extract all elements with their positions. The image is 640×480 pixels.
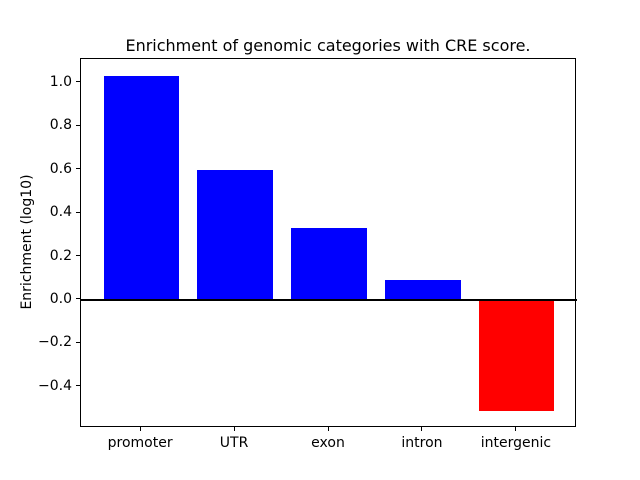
y-tick-label: −0.4 — [38, 377, 72, 394]
x-tick-mark — [139, 427, 141, 431]
y-tick-mark — [76, 124, 80, 126]
y-axis-label: Enrichment (log10) — [19, 174, 35, 310]
zero-line — [81, 298, 577, 301]
x-tick-mark — [421, 427, 423, 431]
y-tick-label: 0.4 — [49, 204, 72, 221]
x-tick-mark — [515, 427, 517, 431]
x-tick-label-intergenic: intergenic — [480, 435, 552, 451]
y-tick-mark — [76, 385, 80, 387]
bar-intron — [385, 280, 461, 300]
x-tick-label-UTR: UTR — [219, 435, 249, 451]
y-tick-mark — [76, 341, 80, 343]
x-tick-label-intron: intron — [401, 435, 443, 451]
x-tick-label-promoter: promoter — [107, 435, 173, 451]
x-tick-label-exon: exon — [311, 435, 345, 451]
y-tick-mark — [76, 81, 80, 83]
y-tick-label: 0.6 — [49, 160, 72, 177]
x-tick-mark — [327, 427, 329, 431]
bar-exon — [291, 228, 367, 300]
y-tick-label: 1.0 — [49, 73, 72, 90]
y-tick-mark — [76, 168, 80, 170]
y-tick-mark — [76, 211, 80, 213]
plot-area — [80, 58, 577, 427]
bar-intergenic — [479, 299, 555, 411]
bar-UTR — [197, 169, 273, 300]
y-tick-label: 0.2 — [49, 247, 72, 264]
y-tick-mark — [76, 298, 80, 300]
y-tick-mark — [76, 255, 80, 257]
bar-promoter — [103, 76, 179, 300]
chart-title: Enrichment of genomic categories with CR… — [125, 36, 531, 55]
y-tick-label: −0.2 — [38, 334, 72, 351]
y-tick-label: 0.8 — [49, 117, 72, 134]
y-tick-label: 0.0 — [49, 290, 72, 307]
x-tick-mark — [233, 427, 235, 431]
